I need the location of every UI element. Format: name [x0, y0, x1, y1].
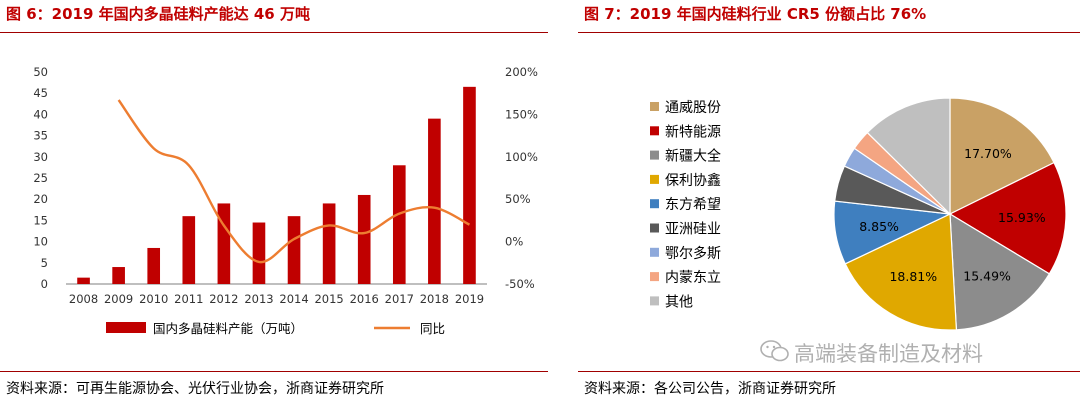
legend-swatch	[650, 223, 659, 233]
legend-swatch	[650, 247, 659, 257]
pie-slice	[844, 213, 958, 331]
capacity-bar	[463, 86, 476, 284]
capacity-bar	[182, 216, 196, 284]
legend-swatch	[650, 199, 659, 209]
left-bottom-rule	[0, 371, 548, 372]
y-left-tick-label: 10	[33, 235, 48, 249]
pie-slice-label: 15.49%	[963, 269, 1011, 284]
legend-label-yoy: 同比	[420, 321, 445, 336]
x-tick-label: 2010	[139, 292, 168, 306]
legend-label: 其他	[665, 294, 693, 310]
capacity-bar	[147, 247, 161, 284]
x-tick-label: 2018	[420, 292, 449, 306]
left-figure-title: 图 6：2019 年国内多晶硅料产能达 46 万吨	[6, 5, 310, 23]
right-bottom-rule	[578, 371, 1080, 372]
yoy-growth-line	[117, 99, 471, 264]
legend-label: 鄂尔多斯	[665, 245, 721, 262]
right-figure-title: 图 7：2019 年国内硅料行业 CR5 份额占比 76%	[584, 5, 927, 23]
y-left-tick-label: 50	[33, 65, 48, 79]
y-right-tick-label: 50%	[505, 192, 531, 206]
capacity-bar	[392, 165, 406, 284]
capacity-bar	[287, 216, 301, 284]
legend-label: 新疆大全	[665, 148, 721, 165]
y-left-tick-label: 0	[41, 277, 48, 291]
pie-slice-label: 15.93%	[998, 210, 1046, 225]
x-tick-label: 2019	[455, 292, 484, 306]
capacity-bar	[252, 222, 266, 284]
capacity-bar	[428, 118, 441, 284]
y-left-tick-label: 15	[33, 213, 48, 227]
legend-swatch	[650, 150, 659, 160]
right-top-rule	[578, 32, 1080, 33]
y-left-tick-label: 40	[33, 107, 48, 121]
legend-label: 新特能源	[665, 124, 721, 140]
y-right-tick-label: -50%	[505, 277, 535, 291]
capacity-bar	[217, 203, 231, 284]
y-left-tick-label: 35	[33, 129, 48, 143]
pie-slice-label: 17.70%	[964, 146, 1012, 161]
pie-slice	[866, 97, 951, 216]
pie-slice	[949, 212, 1051, 331]
legend-swatch	[650, 272, 659, 282]
x-tick-label: 2013	[244, 292, 273, 306]
right-figure-panel: 图 7：2019 年国内硅料行业 CR5 份额占比 76% 17.70% 15.9…	[578, 0, 1080, 403]
capacity-bar	[322, 203, 336, 284]
y-left-tick-label: 5	[41, 256, 48, 270]
legend-label: 东方希望	[665, 197, 721, 213]
left-figure-panel: 图 6：2019 年国内多晶硅料产能达 46 万吨 0 5 10 15 20 25 30 35…	[0, 5, 548, 397]
left-source-note: 资料来源：可再生能源协会、光伏行业协会，浙商证券研究所	[6, 381, 384, 397]
y-left-tick-label: 45	[33, 86, 48, 100]
watermark-text: 高端装备制造及材料	[794, 342, 983, 366]
x-tick-label: 2011	[174, 292, 203, 306]
legend-swatch	[650, 174, 659, 184]
capacity-bar	[112, 267, 125, 284]
x-tick-label: 2008	[69, 292, 98, 306]
cr5-share-pie-chart: 17.70% 15.93% 15.49% 18.81% 8.85% 通威股份新特能源新疆大…	[650, 97, 1067, 331]
pie-slice-label: 18.81%	[889, 269, 937, 284]
pie-slice-label: 8.85%	[859, 219, 899, 234]
legend-swatch	[650, 296, 659, 306]
y-left-tick-label: 25	[33, 171, 48, 185]
x-tick-label: 2016	[350, 292, 379, 306]
capacity-bar	[77, 277, 90, 284]
right-source-note: 资料来源：各公司公告，浙商证券研究所	[584, 381, 836, 397]
x-tick-label: 2014	[279, 292, 308, 306]
y-right-tick-label: 0%	[505, 235, 523, 249]
y-right-tick-label: 150%	[505, 107, 538, 121]
x-tick-label: 2009	[104, 292, 133, 306]
pie-slice	[948, 161, 1067, 275]
y-left-tick-label: 30	[33, 150, 48, 164]
y-right-tick-label: 200%	[505, 65, 538, 79]
pie-slice	[949, 97, 1055, 215]
legend-label: 内蒙东立	[665, 270, 721, 286]
y-left-tick-label: 20	[33, 192, 48, 206]
legend-swatch	[650, 102, 659, 111]
x-tick-label: 2017	[385, 292, 414, 306]
x-tick-label: 2012	[209, 292, 238, 306]
legend-label-capacity: 国内多晶硅料产能（万吨）	[153, 321, 303, 336]
wechat-icon	[760, 340, 789, 362]
capacity-bar	[357, 194, 371, 284]
legend-swatch	[650, 126, 659, 136]
legend-label: 通威股份	[665, 100, 721, 116]
left-top-rule	[0, 32, 548, 33]
y-right-tick-label: 100%	[505, 150, 538, 164]
x-tick-label: 2015	[314, 292, 343, 306]
legend-label: 保利协鑫	[665, 172, 721, 189]
capacity-bar-line-chart: 0 5 10 15 20 25 30 35 40 45 50 -50% 0% 50% 100% 150% 200…	[33, 65, 538, 336]
legend-label: 亚洲硅业	[665, 222, 721, 238]
legend-swatch-capacity	[106, 322, 146, 333]
